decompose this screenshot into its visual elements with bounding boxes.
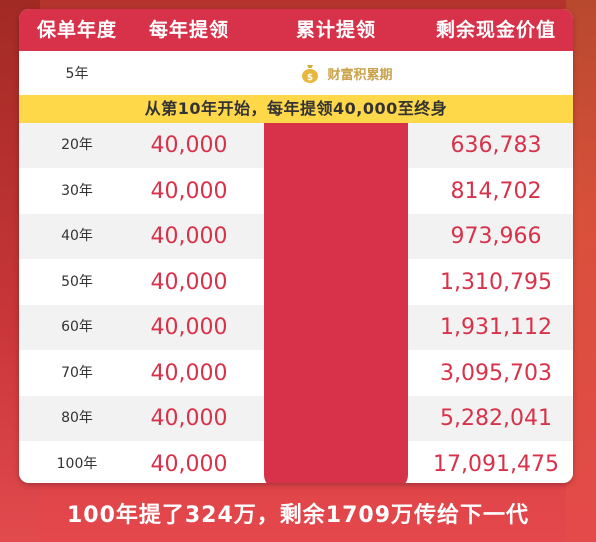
header-remaining-cash-value: 剩余现金价值 bbox=[435, 19, 556, 41]
header-cumulative-withdrawal: 累计提领 bbox=[295, 19, 376, 41]
header-annual-withdrawal: 每年提领 bbox=[148, 19, 229, 41]
withdrawal-table-card: 保单年度 每年提领 累计提领 剩余现金价值 5年 $ 财富积累期 从第10年开始… bbox=[19, 9, 573, 483]
withdrawal-start-banner: 从第10年开始，每年提领40,000至终身 bbox=[19, 95, 573, 123]
header-policy-year: 保单年度 bbox=[36, 19, 117, 41]
table-header: 保单年度 每年提领 累计提领 剩余现金价值 bbox=[19, 9, 573, 51]
accumulation-label: 财富积累期 bbox=[327, 67, 393, 83]
accumulation-row: 5年 $ 财富积累期 bbox=[19, 51, 573, 95]
accumulation-label-group: $ 财富积累期 bbox=[261, 51, 431, 95]
summary-footer: 100年提了324万，剩余1709万传给下一代 bbox=[66, 503, 530, 528]
accumulation-year: 5年 bbox=[65, 66, 89, 82]
money-bag-icon: $ bbox=[299, 62, 321, 84]
svg-text:$: $ bbox=[307, 73, 313, 83]
